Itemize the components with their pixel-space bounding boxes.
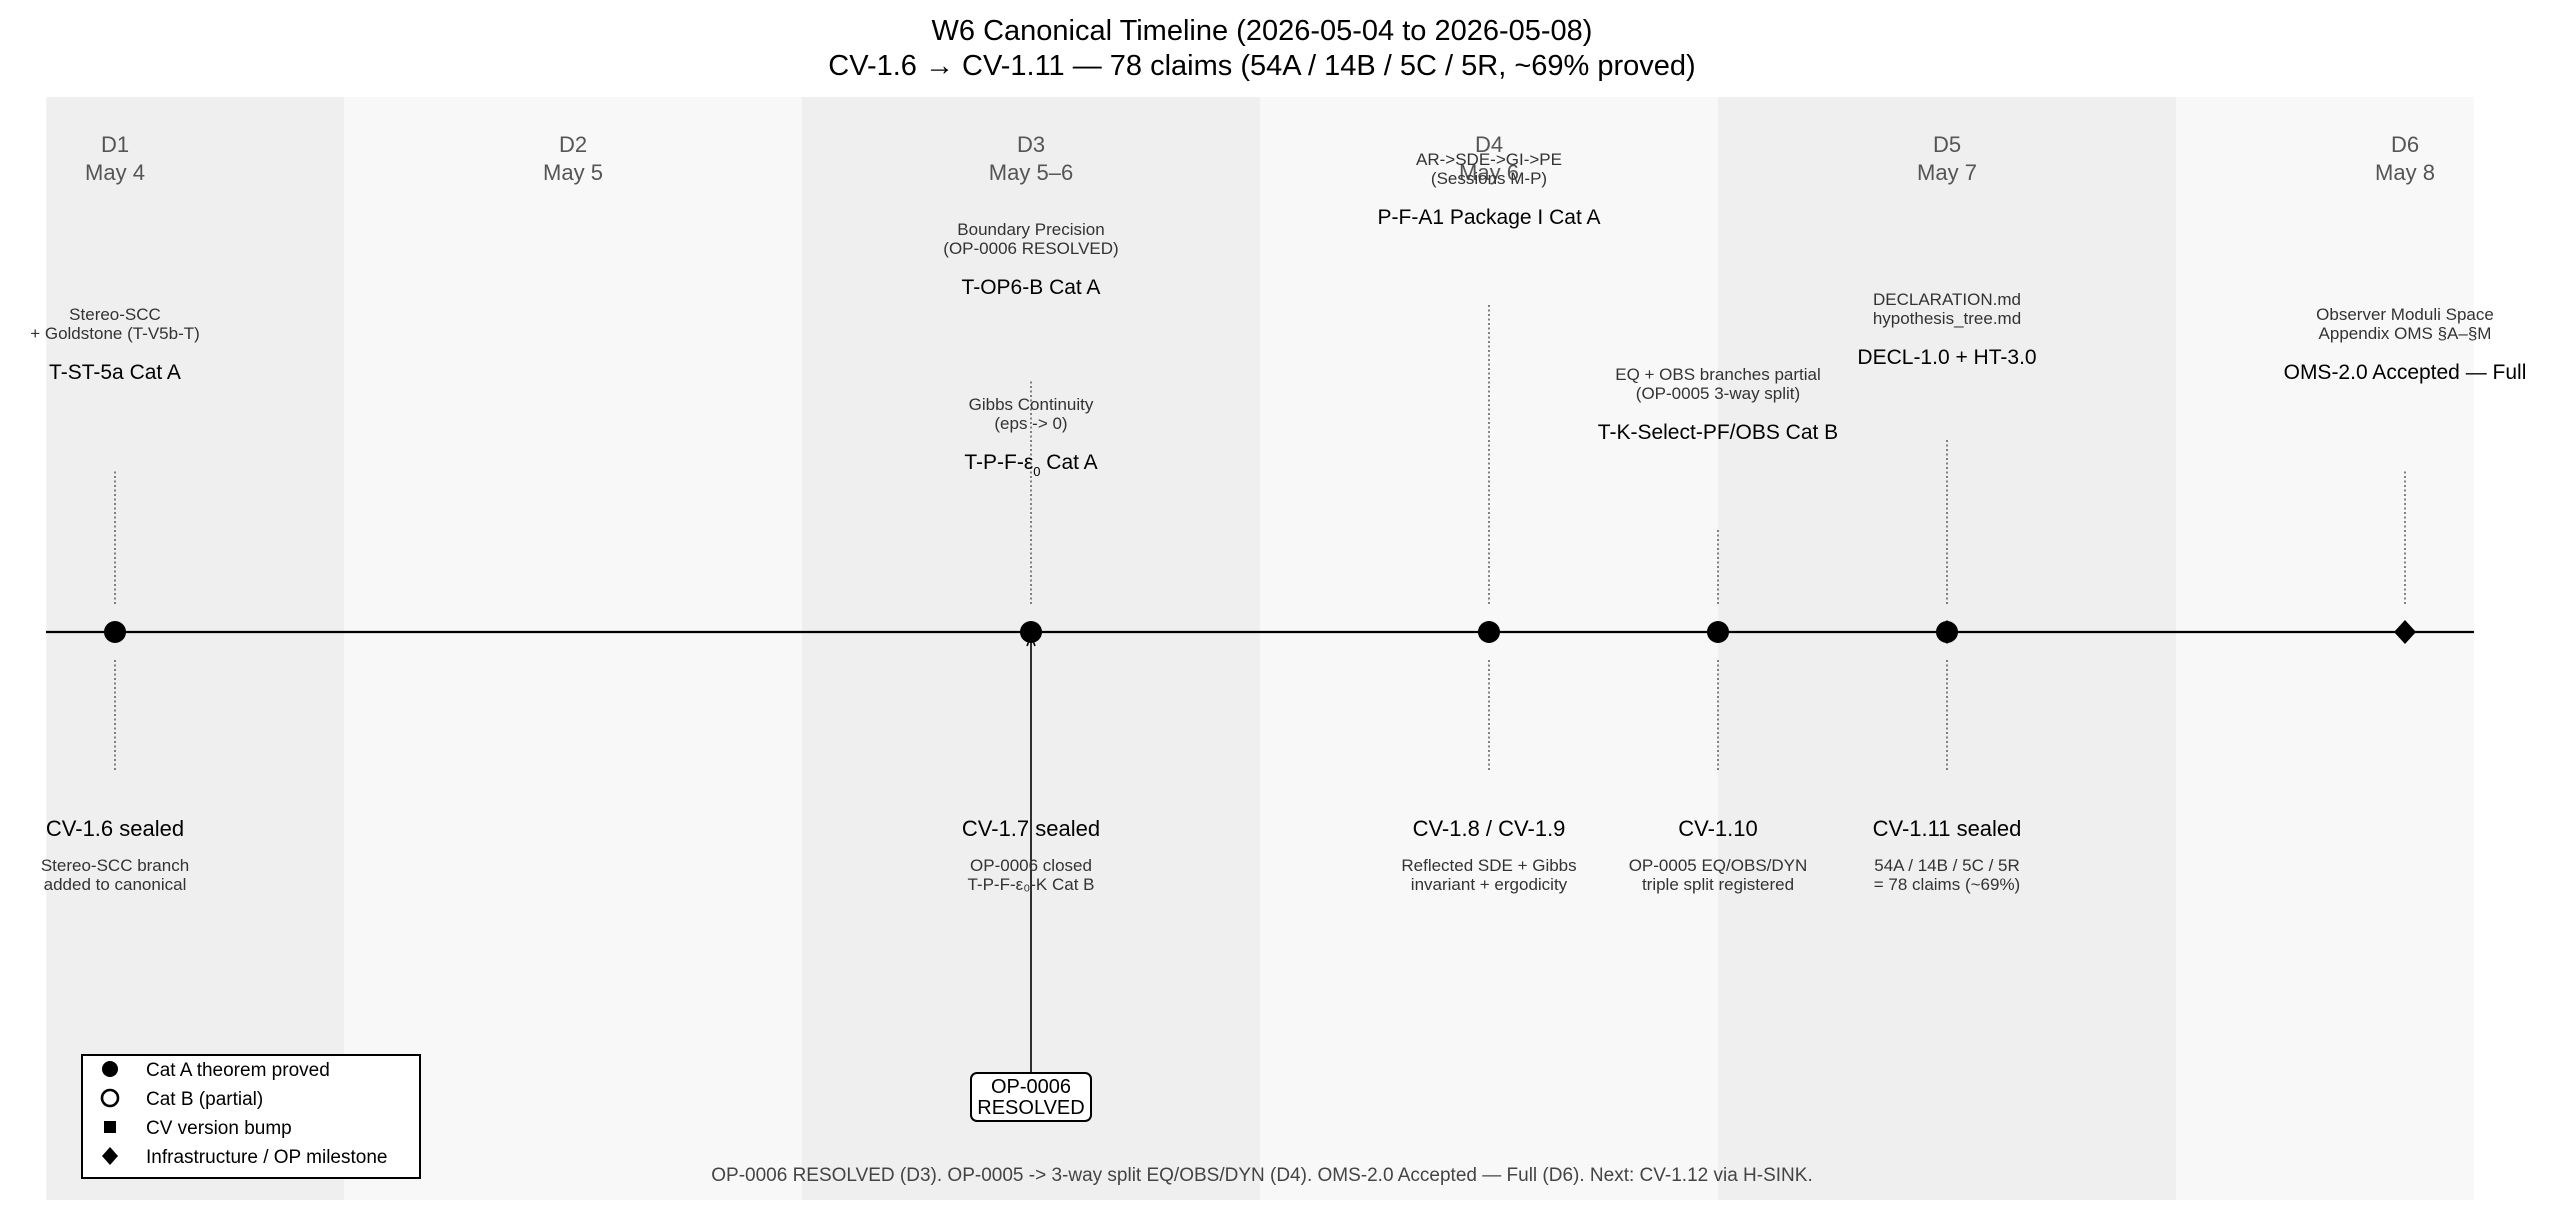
day-date-d4: May 6 [1459,160,1519,185]
event-sub-label: Gibbs Continuity [969,395,1094,414]
legend: Cat A theorem proved Cat B (partial) CV ve… [81,1054,421,1179]
legend-label: Cat A theorem proved [146,1060,330,1081]
cv-main-label: CV-1.7 sealed [962,816,1100,841]
event-sub-label: DECLARATION.md [1873,290,2021,309]
cv-main-label: CV-1.8 / CV-1.9 [1413,816,1566,841]
cv-main-label: CV-1.6 sealed [46,816,184,841]
legend-cat-b-icon [100,1088,120,1108]
event-sub-label: (OP-0006 RESOLVED) [943,239,1118,258]
cv-sub-label: OP-0005 EQ/OBS/DYN [1629,856,1808,875]
cv-sub-label: triple split registered [1642,875,1794,894]
cv-sub-label: Stereo-SCC branch [41,856,189,875]
cv-sub-label: invariant + ergodicity [1411,875,1568,894]
cv-main-label: CV-1.10 [1678,816,1758,841]
cv-sub-label: added to canonical [44,875,187,894]
day-band-6 [2176,97,2474,1200]
event-sub-label: hypothesis_tree.md [1873,309,2021,328]
infra-marker [2394,620,2416,644]
event-main-label: DECL-1.0 + HT-3.0 [1857,346,2036,369]
day-band-4 [1260,97,1718,1200]
event-sub-label: AR->SDE->GI->PE [1416,150,1562,169]
cat-a-marker [104,621,126,643]
annotation-line: OP-0006 [991,1076,1071,1098]
cat-a-marker [1707,621,1729,643]
day-date-d2: May 5 [543,160,603,185]
cv-sub-label: = 78 claims (~69%) [1874,875,2020,894]
event-main-subscript: 0 [1033,464,1040,479]
annotation-frame [970,1072,1092,1122]
cv-sub-label: Reflected SDE + Gibbs [1401,856,1576,875]
legend-infra-icon [102,1147,118,1165]
day-date-d3: May 5–6 [989,160,1073,185]
day-date-d5: May 7 [1917,160,1977,185]
day-band-2 [344,97,802,1200]
event-main-label: P-F-A1 Package I Cat A [1378,206,1601,229]
event-sub-label: Appendix OMS §A–§M [2319,324,2492,343]
legend-label: Cat B (partial) [146,1089,263,1110]
day-band-1 [46,97,345,1200]
event-main-prefix: T-P-F-ε [964,451,1033,474]
day-band-5 [1718,97,2176,1200]
legend-label: CV version bump [146,1118,292,1139]
event-main-label: T-OP6-B Cat A [962,276,1101,299]
day-id-d6: D6 [2391,132,2419,157]
legend-cat-a-icon [102,1061,118,1077]
event-sub-label: Observer Moduli Space [2316,305,2494,324]
event-sub-label: + Goldstone (T-V5b-T) [30,324,200,343]
events-above-axis: Stereo-SCC+ Goldstone (T-V5b-T) T-ST-5a C… [30,150,2526,479]
day-labels: D1 May 4 D2 May 5 D3 May 5–6 D4 May 6 D5 May 7 D6 M… [85,132,2435,185]
event-sub-label: (Sessions M-P) [1431,169,1547,188]
footer-note: OP-0006 RESOLVED (D3). OP-0005 -> 3-way … [711,1165,1812,1186]
day-id-d3: D3 [1017,132,1045,157]
diagram-title: W6 Canonical Timeline (2026-05-04 to 202… [932,15,1593,47]
cat-a-marker [1478,621,1500,643]
event-sub-label: (OP-0005 3-way split) [1636,384,1800,403]
legend-frame [81,1054,421,1179]
event-sub-label: Stereo-SCC [69,305,161,324]
legend-cv-icon [104,1121,116,1133]
legend-label: Infrastructure / OP milestone [146,1147,387,1168]
day-bands [46,97,2474,1200]
day-id-d2: D2 [559,132,587,157]
cv-sub-label: OP-0006 closed [970,856,1092,875]
event-main-suffix: Cat A [1040,451,1097,474]
annotation-line: RESOLVED [977,1097,1084,1119]
event-main-label: OMS-2.0 Accepted — Full [2284,361,2527,384]
day-id-d4: D4 [1475,132,1503,157]
event-sub-label: (eps -> 0) [994,414,1067,433]
infra-marker [1936,620,1958,644]
event-stems [114,304,2406,772]
timeline-markers [104,620,2416,644]
day-date-d6: May 8 [2375,160,2435,185]
event-main-label: T-K-Select-PF/OBS Cat B [1598,421,1838,444]
cv-main-label: CV-1.11 sealed [1873,816,2022,841]
day-date-d1: May 4 [85,160,145,185]
day-id-d5: D5 [1933,132,1961,157]
cat-a-marker [1020,621,1042,643]
diagram-subtitle: CV-1.6 → CV-1.11 — 78 claims (54A / 14B … [828,50,1695,82]
cv-sub-label: T-P-F-ε₀-K Cat B [967,875,1094,894]
event-main-label: T-P-F-ε0 Cat A [964,451,1097,479]
day-id-d1: D1 [101,132,129,157]
event-main-label: T-ST-5a Cat A [49,361,181,384]
event-sub-label: Boundary Precision [957,220,1104,239]
cv-sub-label: 54A / 14B / 5C / 5R [1874,856,2020,875]
event-sub-label: EQ + OBS branches partial [1615,365,1821,384]
